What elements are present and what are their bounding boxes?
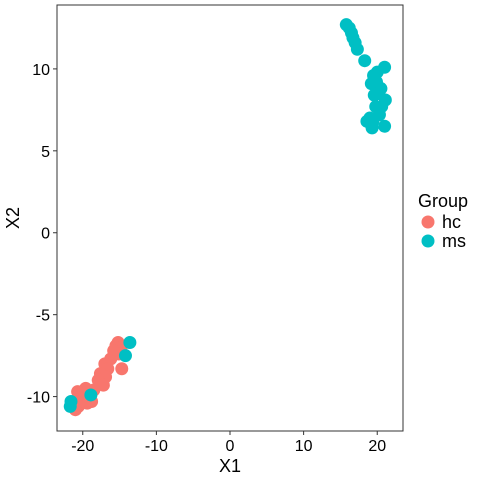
x-tick-label: 20 xyxy=(368,438,386,455)
x-tick-label: -10 xyxy=(145,438,168,455)
legend-key-hc xyxy=(421,215,435,229)
point-ms xyxy=(350,42,364,56)
x-tick-label: -20 xyxy=(71,438,94,455)
point-ms xyxy=(63,399,77,413)
y-tick-label: -5 xyxy=(36,308,50,325)
point-ms xyxy=(365,121,379,135)
legend-label-ms: ms xyxy=(442,231,466,251)
point-ms xyxy=(364,77,378,91)
legend-title: Group xyxy=(418,191,468,211)
point-hc xyxy=(96,378,110,392)
x-axis: -20 -10 0 10 20 xyxy=(71,431,386,455)
y-tick-label: 0 xyxy=(41,226,50,243)
y-tick-label: 10 xyxy=(32,62,50,79)
legend-label-hc: hc xyxy=(442,212,461,232)
x-tick-label: 10 xyxy=(295,438,313,455)
x-tick-label: 0 xyxy=(226,438,235,455)
point-ms xyxy=(123,336,137,350)
y-axis: -10 -5 0 5 10 xyxy=(27,62,57,407)
points-layer xyxy=(63,18,392,417)
point-hc xyxy=(115,362,129,376)
y-tick-label: -10 xyxy=(27,390,50,407)
point-ms xyxy=(367,88,381,102)
y-axis-title: X2 xyxy=(3,207,23,229)
point-ms xyxy=(358,54,372,68)
point-ms xyxy=(118,349,132,363)
y-tick-label: 5 xyxy=(41,144,50,161)
point-ms xyxy=(378,119,392,133)
point-ms xyxy=(84,388,98,402)
legend-key-ms xyxy=(421,234,435,248)
x-axis-title: X1 xyxy=(219,456,241,476)
